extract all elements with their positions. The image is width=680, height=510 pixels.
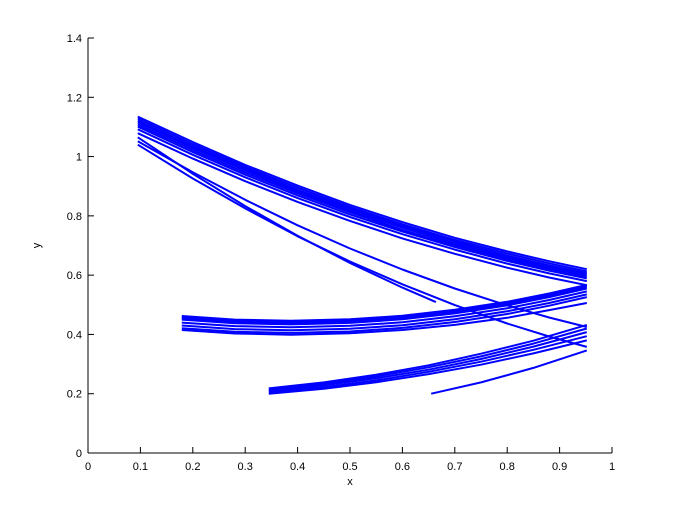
- x-tick-label: 0.6: [395, 461, 410, 473]
- y-tick-label: 1.4: [67, 33, 82, 45]
- y-tick-label: 1: [76, 152, 82, 164]
- series-lower-rising-line: [430, 349, 588, 395]
- x-tick-label: 0.7: [447, 461, 462, 473]
- y-tick-label: 0: [76, 448, 82, 460]
- series-descending-bundle-1: [137, 115, 588, 271]
- series-shallow-band-6: [181, 293, 588, 332]
- series-rising-band-4: [268, 335, 588, 394]
- series-descending-bundle-2: [137, 117, 588, 273]
- x-tick-label: 0.5: [342, 461, 357, 473]
- series-descending-bundle-10: [137, 140, 588, 328]
- x-tick-label: 0.4: [290, 461, 305, 473]
- x-axis-label: x: [347, 476, 353, 488]
- series-shallow-band-3: [181, 286, 588, 325]
- series-descending-bundle-8: [137, 132, 588, 287]
- series-descending-bundle-7: [137, 128, 588, 283]
- series-descending-bundle-5: [137, 123, 588, 278]
- series-descending-bundle-6: [137, 125, 588, 280]
- series-shallow-band-7: [181, 296, 588, 334]
- series-descending-bundle-4: [137, 121, 588, 276]
- x-tick-label: 1: [609, 461, 615, 473]
- y-tick-label: 1.2: [67, 92, 82, 104]
- series-descending-bundle-11: [137, 143, 588, 348]
- series-rising-band-1: [268, 323, 588, 390]
- series-shallow-band-2: [181, 285, 588, 323]
- x-tick-label: 0: [85, 461, 91, 473]
- y-tick-label: 0.8: [67, 211, 82, 223]
- series-shallow-band-4: [181, 287, 588, 326]
- y-tick-label: 0.4: [67, 329, 82, 341]
- x-tick-label: 0.8: [500, 461, 515, 473]
- x-tick-label: 0.2: [185, 461, 200, 473]
- series-shallow-band-8: [181, 302, 587, 336]
- series-shallow-band-1: [181, 283, 588, 322]
- y-tick-label: 0.6: [67, 270, 82, 282]
- series-rising-band-2: [268, 327, 588, 391]
- y-axis-label: y: [31, 242, 43, 248]
- series-rising-band-3: [268, 331, 588, 392]
- y-tick-label: 0.2: [67, 389, 82, 401]
- x-tick-label: 0.9: [552, 461, 567, 473]
- x-tick-label: 0.3: [238, 461, 253, 473]
- series-shallow-band-5: [181, 290, 588, 329]
- series-rising-band-5: [268, 339, 588, 395]
- x-tick-label: 0.1: [133, 461, 148, 473]
- series-descending-bundle-3: [137, 119, 588, 275]
